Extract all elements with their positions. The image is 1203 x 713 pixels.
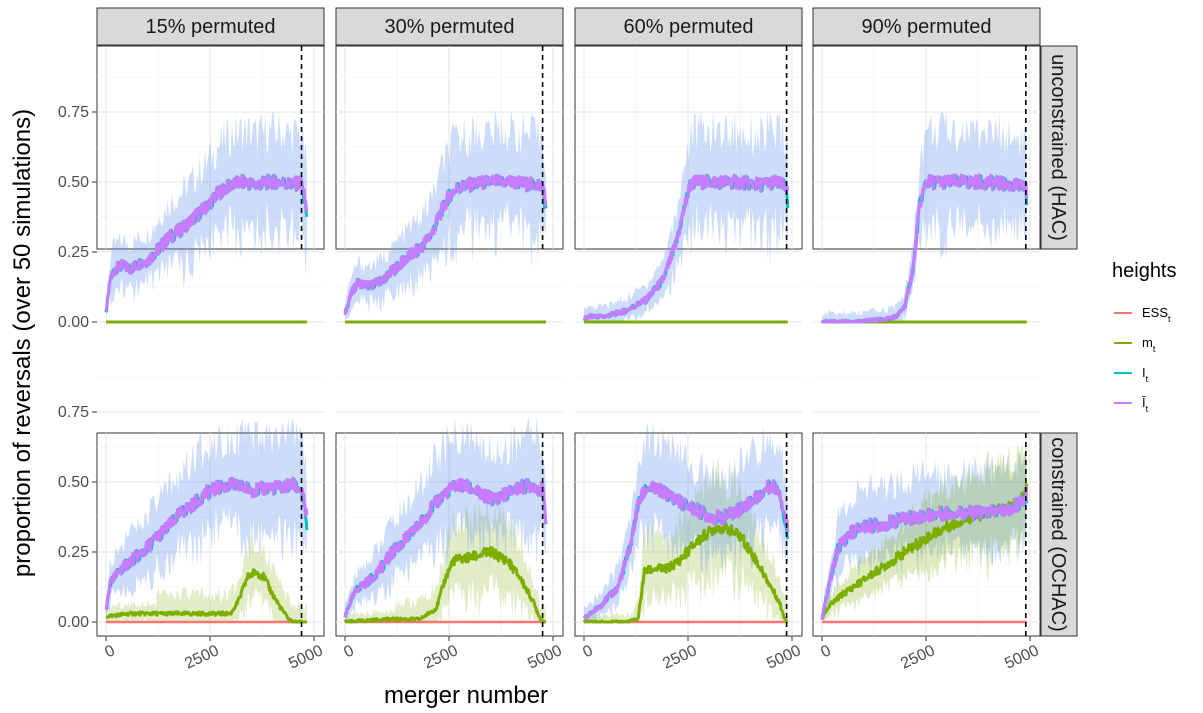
row-strip-1: constrained (OCHAC): [1040, 432, 1078, 637]
legend-entry: It: [1114, 365, 1149, 384]
x-tick-label: 2500: [182, 642, 222, 672]
column-strip-label: 60% permuted: [623, 16, 753, 38]
I-ribbon: [106, 111, 307, 322]
legend-title: heights: [1112, 260, 1177, 282]
m-ribbon: [106, 534, 307, 622]
y-axis-title: proportion of reversals (over 50 simulat…: [9, 109, 36, 577]
legend-label: It: [1142, 365, 1149, 384]
m-ribbon: [345, 496, 546, 622]
panel-0-1: [335, 45, 564, 324]
legend-label: mt: [1142, 335, 1156, 354]
panel-0-3: [812, 45, 1041, 324]
Ibar-line: [583, 479, 790, 620]
strips-layer: 15% permuted 30% permuted 60% permuted 90% …: [96, 7, 1078, 637]
y-tick-label: 0.75: [58, 404, 89, 421]
panel-0-2: [574, 45, 803, 324]
strip-background: [335, 7, 564, 46]
x-tick-label: 2500: [898, 642, 938, 672]
legend-label: ESSt: [1142, 305, 1171, 324]
row-strip-label: unconstrained (HAC): [1047, 54, 1069, 241]
legend: heights ESSt mt It Īt: [1112, 260, 1177, 414]
Ibar-line: [343, 477, 548, 618]
column-strip-2: 60% permuted: [574, 7, 803, 46]
row-strip-0: unconstrained (HAC): [1040, 45, 1078, 250]
row-strip-label: constrained (OCHAC): [1047, 437, 1069, 632]
y-tick-label: 0.50: [58, 174, 89, 191]
I-ribbon: [584, 420, 788, 622]
legend-entry: mt: [1114, 335, 1156, 354]
m-line: [343, 546, 547, 624]
I-ribbon: [822, 449, 1027, 622]
m-line: [582, 521, 789, 624]
strip-background: [1040, 432, 1078, 637]
I-ribbon: [822, 110, 1027, 322]
Ibar-line: [104, 173, 309, 312]
legend-label: Īt: [1142, 395, 1149, 414]
strip-background: [1040, 45, 1078, 250]
panel-1-1: [335, 376, 564, 637]
y-tick-label: 0.25: [58, 244, 89, 261]
m-ribbon: [584, 457, 788, 622]
strip-background: [812, 7, 1041, 46]
panel-1-3: [812, 376, 1041, 637]
Ibar-line: [343, 173, 548, 316]
panel-1-2: [574, 376, 803, 637]
y-tick-label: 0.75: [58, 104, 89, 121]
x-tick-label: 0: [102, 642, 117, 661]
panel-0-0: [96, 45, 325, 324]
x-tick-label: 0: [818, 642, 833, 661]
legend-entry: ESSt: [1114, 305, 1171, 324]
column-strip-0: 15% permuted: [96, 7, 325, 46]
Ibar-line: [104, 476, 309, 610]
column-strip-1: 30% permuted: [335, 7, 564, 46]
strip-background: [574, 7, 803, 46]
x-tick-label: 5000: [764, 642, 804, 672]
column-strip-3: 90% permuted: [812, 7, 1041, 46]
x-tick-label: 0: [341, 642, 356, 661]
x-tick-label: 2500: [660, 642, 700, 672]
y-tick-label: 0.00: [58, 314, 89, 331]
panels-layer: [96, 45, 1041, 637]
x-tick-label: 0: [580, 642, 595, 661]
Ibar-line: [821, 173, 1029, 324]
column-strip-label: 30% permuted: [384, 16, 514, 38]
legend-entry: Īt: [1114, 395, 1149, 414]
x-tick-label: 2500: [421, 642, 461, 672]
I-ribbon: [345, 416, 546, 622]
Ibar-line: [820, 486, 1029, 621]
y-tick-label: 0.00: [58, 614, 89, 631]
m-line: [105, 568, 308, 624]
strip-background: [96, 7, 325, 46]
y-tick-label: 0.50: [58, 474, 89, 491]
I-ribbon: [584, 108, 788, 323]
y-tick-label: 0.25: [58, 544, 89, 561]
I-ribbon: [106, 418, 307, 622]
x-tick-label: 5000: [286, 642, 326, 672]
column-strip-label: 90% permuted: [861, 16, 991, 38]
x-tick-label: 5000: [1002, 642, 1042, 672]
x-tick-label: 5000: [525, 642, 565, 672]
panel-1-0: [96, 376, 325, 637]
Ibar-line: [583, 173, 790, 321]
x-axis-title: merger number: [384, 682, 548, 709]
column-strip-label: 15% permuted: [145, 16, 275, 38]
